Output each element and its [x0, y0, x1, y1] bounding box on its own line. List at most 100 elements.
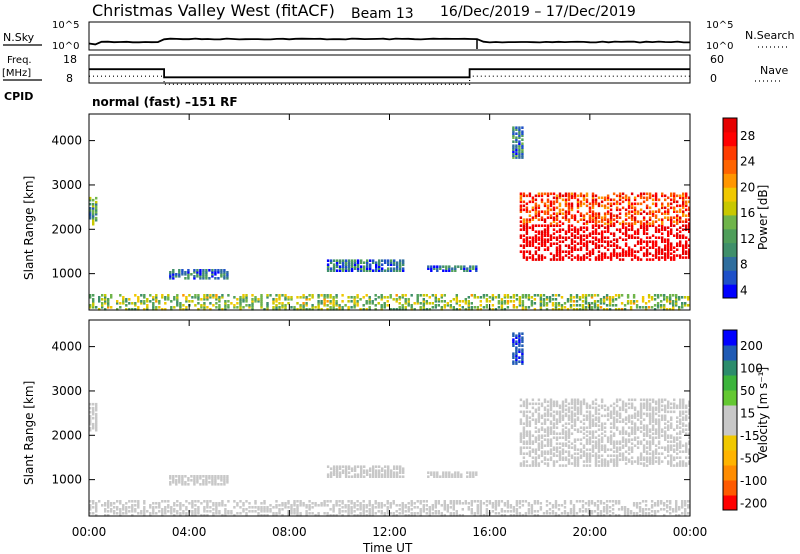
power-echo-cell — [576, 256, 580, 259]
velocity-echo-cell — [641, 512, 645, 515]
power-echo-cell — [236, 302, 239, 305]
velocity-echo-cell — [579, 410, 583, 414]
power-echo-cell — [454, 267, 457, 270]
velocity-echo-cell — [648, 402, 652, 406]
power-echo-cell — [600, 220, 604, 223]
power-echo-cell — [612, 242, 616, 245]
velocity-echo-cell — [368, 512, 371, 515]
power-echo-cell — [384, 269, 387, 272]
power-echo-cell — [395, 308, 398, 311]
velocity-echo-cell — [670, 462, 673, 465]
power-echo-cell — [92, 218, 95, 222]
velocity-echo-cell — [269, 504, 272, 507]
velocity-echo-cell — [509, 514, 513, 517]
velocity-echo-cell — [525, 404, 529, 408]
velocity-echo-cell — [452, 514, 455, 517]
power-echo-cell — [666, 296, 669, 299]
velocity-echo-cell — [92, 416, 95, 420]
velocity-echo-cell — [657, 462, 661, 465]
velocity-echo-cell — [588, 436, 592, 439]
velocity-echo-cell — [172, 479, 175, 482]
velocity-echo-cell — [555, 432, 559, 435]
power-echo-cell — [317, 296, 320, 299]
velocity-echo-cell — [573, 428, 577, 431]
velocity-echo-cell — [578, 508, 582, 511]
power-echo-cell — [564, 212, 568, 215]
velocity-echo-cell — [561, 402, 565, 406]
power-echo-cell — [588, 240, 592, 243]
velocity-echo-cell — [605, 510, 609, 513]
velocity-echo-cell — [591, 446, 595, 449]
power-echo-cell — [642, 196, 646, 200]
velocity-echo-cell — [369, 469, 372, 472]
power-echo-cell — [329, 300, 332, 303]
power-echo-cell — [399, 261, 402, 264]
velocity-echo-cell — [642, 462, 646, 465]
power-echo-cell — [633, 206, 637, 210]
power-echo-cell — [344, 304, 347, 307]
velocity-echo-cell — [667, 434, 670, 437]
velocity-echo-cell — [500, 514, 504, 517]
velocity-echo-cell — [119, 510, 122, 513]
colorbar-swatch — [723, 360, 737, 376]
power-echo-cell — [645, 198, 649, 202]
power-echo-cell — [531, 208, 535, 212]
power-echo-cell — [454, 265, 457, 268]
velocity-echo-cell — [269, 510, 272, 513]
power-echo-cell — [624, 214, 628, 217]
velocity-echo-cell — [647, 512, 651, 515]
velocity-echo-cell — [329, 514, 332, 517]
power-echo-cell — [654, 220, 658, 223]
velocity-echo-cell — [679, 460, 682, 463]
velocity-echo-cell — [381, 475, 384, 478]
power-echo-cell — [558, 236, 562, 239]
velocity-echo-cell — [95, 510, 98, 513]
velocity-echo-cell — [220, 475, 223, 478]
power-echo-cell — [543, 230, 547, 233]
power-echo-cell — [380, 308, 383, 311]
velocity-echo-cell — [223, 479, 226, 482]
power-echo-cell — [335, 308, 338, 311]
velocity-echo-cell — [591, 454, 595, 457]
power-echo-cell — [587, 302, 591, 305]
power-echo-cell — [407, 304, 410, 307]
velocity-echo-cell — [621, 452, 625, 455]
power-echo-cell — [639, 224, 643, 227]
velocity-echo-cell — [335, 467, 339, 470]
power-echo-cell — [509, 300, 513, 303]
power-echo-cell — [521, 302, 525, 305]
velocity-echo-cell — [585, 430, 589, 433]
power-echo-cell — [630, 204, 634, 208]
velocity-echo-cell — [569, 512, 573, 515]
power-echo-cell — [176, 296, 179, 299]
power-echo-cell — [140, 300, 143, 303]
power-echo-cell — [395, 294, 398, 297]
power-echo-cell — [387, 269, 390, 272]
power-echo-cell — [657, 218, 661, 221]
velocity-echo-cell — [537, 420, 541, 423]
velocity-echo-cell — [540, 460, 544, 463]
power-echo-cell — [433, 267, 436, 270]
power-echo-cell — [546, 198, 550, 202]
power-echo-cell — [525, 228, 529, 231]
power-echo-cell — [576, 206, 580, 210]
power-echo-cell — [642, 210, 646, 213]
power-echo-cell — [518, 144, 521, 147]
velocity-echo-cell — [688, 404, 691, 408]
power-echo-cell — [137, 300, 140, 303]
velocity-echo-cell — [254, 506, 257, 509]
velocity-echo-cell — [205, 475, 208, 478]
power-echo-cell — [633, 220, 637, 223]
velocity-echo-cell — [522, 414, 526, 418]
velocity-echo-cell — [363, 469, 366, 472]
power-echo-cell — [472, 267, 475, 270]
power-echo-cell — [664, 210, 667, 213]
power-echo-cell — [525, 224, 529, 227]
velocity-echo-cell — [500, 510, 504, 513]
power-echo-cell — [584, 294, 588, 297]
velocity-echo-cell — [452, 506, 455, 509]
velocity-echo-cell — [621, 402, 625, 406]
power-echo-cell — [597, 214, 601, 217]
power-echo-cell — [685, 214, 688, 217]
velocity-echo-cell — [591, 414, 595, 418]
